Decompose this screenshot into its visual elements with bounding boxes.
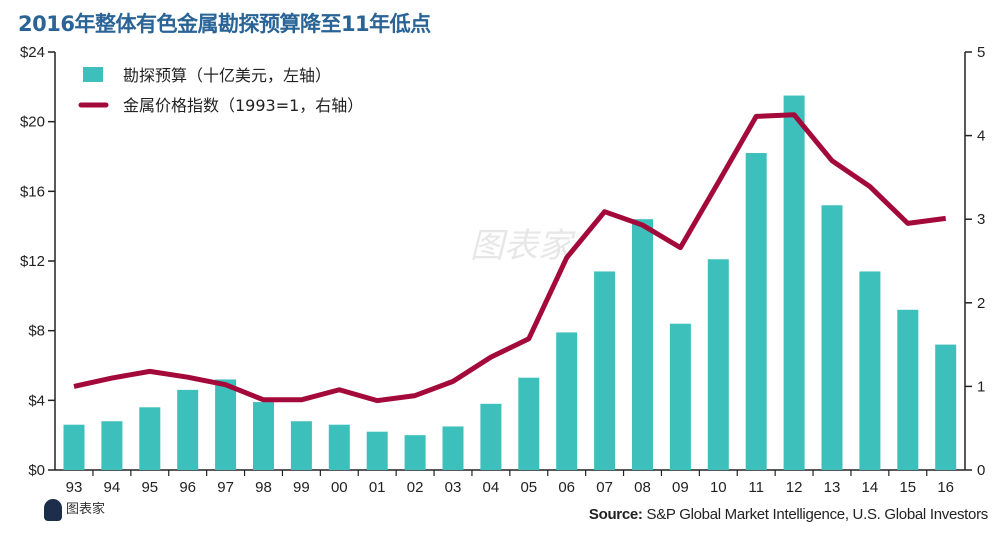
logo-text: 图表家	[66, 502, 106, 517]
x-tick-label: 95	[141, 479, 158, 496]
left-tick-label: $4	[28, 392, 45, 409]
bar-05	[518, 377, 540, 470]
right-tick-label: 3	[977, 211, 985, 228]
x-tick-label: 98	[255, 479, 272, 496]
bar-04	[480, 403, 502, 470]
bar-12	[783, 95, 805, 471]
source-text: S&P Global Market Intelligence, U.S. Glo…	[642, 506, 988, 523]
bar-96	[177, 389, 199, 470]
bar-95	[139, 407, 161, 470]
bar-14	[859, 271, 881, 470]
bar-11	[745, 153, 767, 470]
x-tick-label: 99	[293, 479, 310, 496]
x-tick-label: 01	[369, 479, 386, 496]
bar-13	[821, 205, 843, 470]
bar-09	[669, 323, 691, 470]
source-label: Source:	[588, 506, 643, 523]
bar-01	[366, 431, 388, 470]
bar-06	[556, 332, 578, 470]
left-tick-label: $24	[20, 44, 45, 61]
bar-03	[442, 426, 464, 470]
logo-icon	[44, 498, 62, 521]
right-tick-label: 0	[977, 462, 985, 479]
bar-02	[404, 435, 426, 470]
left-tick-label: $8	[28, 323, 45, 340]
bar-99	[290, 421, 312, 470]
x-tick-label: 14	[862, 479, 879, 496]
x-tick-label: 12	[786, 479, 803, 496]
bar-00	[328, 424, 350, 470]
x-tick-label: 08	[634, 479, 651, 496]
bar-16	[935, 344, 957, 470]
bar-93	[63, 424, 85, 470]
bar-10	[707, 259, 729, 470]
right-tick-label: 4	[977, 128, 985, 145]
source-note: Source: S&P Global Market Intelligence, …	[589, 506, 988, 523]
line-series	[73, 112, 947, 404]
bar-97	[215, 379, 237, 470]
x-tick-label: 97	[217, 479, 234, 496]
chart-title: 2016年整体有色金属勘探预算降至11年低点	[18, 12, 431, 36]
logo: 图表家	[44, 498, 105, 521]
x-tick-label: 02	[407, 479, 424, 496]
x-tick-label: 11	[748, 479, 764, 496]
x-tick-label: 07	[596, 479, 613, 496]
x-tick-label: 10	[710, 479, 727, 496]
x-tick-label: 93	[66, 479, 83, 496]
x-tick-label: 96	[179, 479, 196, 496]
x-tick-label: 13	[824, 479, 841, 496]
left-tick-label: $20	[20, 114, 45, 131]
right-tick-label: 5	[977, 44, 985, 61]
bar-98	[253, 402, 274, 470]
legend-label-bar: 勘探预算（十亿美元，左轴）	[123, 66, 331, 85]
left-tick-label: $0	[28, 462, 45, 479]
bar-94	[101, 421, 123, 470]
x-tick-label: 16	[937, 479, 954, 496]
x-tick-label: 15	[899, 479, 916, 496]
legend-label-line: 金属价格指数（1993=1，右轴）	[123, 96, 363, 115]
watermark: 图表家	[470, 226, 572, 266]
x-tick-label: 09	[672, 479, 689, 496]
left-tick-label: $12	[20, 253, 45, 270]
bar-07	[594, 271, 616, 470]
x-tick-label: 00	[331, 479, 348, 496]
bar-08	[632, 219, 653, 470]
x-tick-label: 04	[483, 479, 500, 496]
bar-15	[897, 309, 919, 470]
x-tick-label: 03	[445, 479, 462, 496]
right-tick-label: 2	[977, 295, 985, 312]
legend-swatch-bar	[83, 67, 103, 82]
right-tick-label: 1	[977, 378, 985, 395]
x-tick-label: 94	[104, 479, 121, 496]
x-tick-label: 06	[558, 479, 575, 496]
left-tick-label: $16	[20, 183, 45, 200]
x-tick-label: 05	[520, 479, 537, 496]
